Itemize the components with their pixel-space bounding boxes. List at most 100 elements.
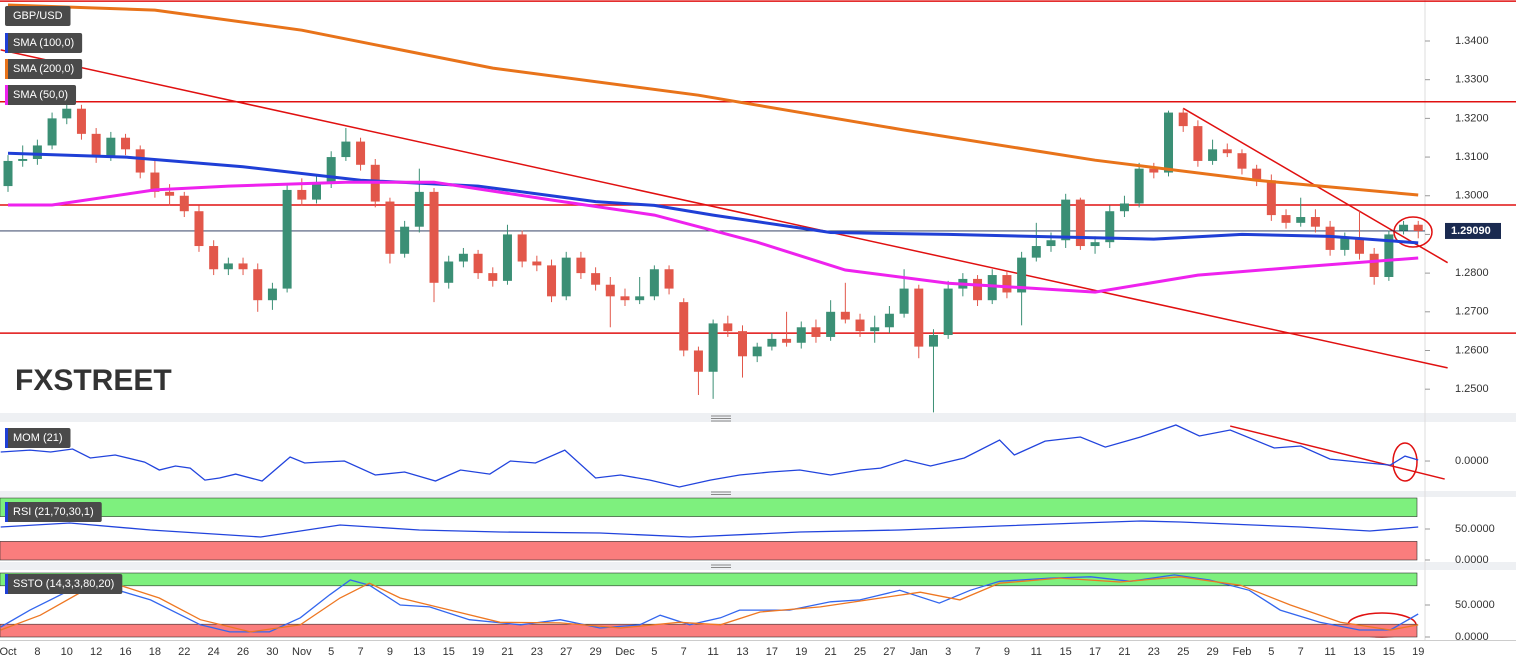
- sma-line: [8, 180, 1419, 294]
- x-tick-label: 18: [149, 646, 161, 658]
- candle-body: [238, 263, 248, 270]
- trendline: [1230, 425, 1445, 480]
- candle-body: [1031, 246, 1041, 258]
- candle-body: [91, 133, 101, 158]
- x-tick-label: 21: [501, 646, 513, 658]
- candle-body: [811, 327, 821, 337]
- candle-body: [135, 149, 145, 173]
- candle-body: [1193, 126, 1203, 161]
- legend-swatch: [5, 574, 8, 594]
- candle-body: [1119, 203, 1129, 212]
- x-tick-label: 15: [1383, 646, 1395, 658]
- indicator-line: [0, 576, 1419, 633]
- candle-body: [326, 157, 336, 183]
- legend-label: MOM (21): [13, 432, 63, 444]
- candle-body: [1208, 149, 1218, 161]
- x-tick-label: 25: [1177, 646, 1189, 658]
- candle-body: [1164, 112, 1174, 173]
- candle-body: [517, 234, 527, 262]
- x-tick-label: 22: [178, 646, 190, 658]
- y-tick-label: 1.3400: [1455, 35, 1489, 47]
- x-tick-label: 27: [560, 646, 572, 658]
- legend-swatch: [5, 33, 8, 53]
- candle-body: [311, 182, 321, 200]
- last-price-label: 1.29090: [1451, 225, 1491, 237]
- legend-swatch: [5, 428, 8, 448]
- legend-item: GBP/USD: [5, 6, 71, 26]
- y-tick-label: 1.3300: [1455, 74, 1489, 86]
- legend-box: [5, 428, 71, 448]
- candle-body: [1017, 257, 1027, 293]
- x-tick-label: 7: [974, 646, 980, 658]
- x-tick-label: Dec: [615, 646, 635, 658]
- candle-body: [884, 313, 894, 328]
- x-tick-label: 17: [1089, 646, 1101, 658]
- trendline: [0, 49, 1448, 369]
- candle-body: [635, 296, 645, 301]
- candle-body: [209, 246, 219, 270]
- candle-body: [840, 311, 850, 320]
- candle-body: [1369, 253, 1379, 277]
- candle-body: [267, 288, 277, 301]
- candle-body: [1061, 199, 1071, 241]
- candle-body: [1222, 149, 1232, 154]
- x-tick-label: 24: [208, 646, 220, 658]
- candle-body: [591, 273, 601, 285]
- legend-label: SMA (200,0): [13, 63, 74, 75]
- candle-body: [179, 195, 189, 212]
- candle-body: [1413, 224, 1423, 231]
- x-tick-label: 17: [766, 646, 778, 658]
- candle-body: [458, 253, 468, 262]
- x-tick-label: Oct: [0, 646, 17, 658]
- candle-body: [223, 263, 233, 270]
- x-tick-label: Jan: [910, 646, 928, 658]
- x-tick-label: 23: [531, 646, 543, 658]
- band: [0, 497, 1418, 517]
- candle-body: [1178, 112, 1188, 127]
- candle-body: [1399, 224, 1409, 231]
- x-tick-label: 27: [883, 646, 895, 658]
- legend-box: [5, 33, 83, 53]
- candle-body: [664, 269, 674, 289]
- candle-body: [1281, 215, 1291, 223]
- sma-line: [7, 3, 1419, 197]
- y-tick-label: 1.2600: [1455, 344, 1489, 356]
- candle-body: [32, 145, 42, 159]
- candle-body: [796, 327, 806, 343]
- candle-body: [1090, 242, 1100, 247]
- candle-body: [150, 172, 160, 192]
- candle-body: [1354, 238, 1364, 254]
- x-tick-label: 13: [1353, 646, 1365, 658]
- candle-body: [1384, 234, 1394, 277]
- candle-body: [693, 350, 703, 372]
- legend-swatch: [5, 502, 8, 522]
- x-tick-label: 11: [707, 646, 718, 658]
- candle-body: [385, 201, 395, 254]
- candle-body: [47, 118, 57, 146]
- candle-body: [341, 141, 351, 158]
- x-tick-label: 5: [1268, 646, 1274, 658]
- x-tick-label: 7: [1298, 646, 1304, 658]
- candle-body: [899, 288, 909, 314]
- x-tick-label: 5: [651, 646, 657, 658]
- x-tick-label: 19: [795, 646, 807, 658]
- x-tick-label: 10: [61, 646, 73, 658]
- candle-body: [973, 278, 983, 301]
- candle-body: [1237, 153, 1247, 169]
- x-tick-label: 19: [472, 646, 484, 658]
- y-tick-label: 1.2500: [1455, 383, 1489, 395]
- candle-body: [1266, 180, 1276, 216]
- candle-body: [1002, 275, 1012, 293]
- grip: [711, 415, 731, 568]
- x-tick-label: 23: [1148, 646, 1160, 658]
- y-tick-label: 1.3200: [1455, 112, 1489, 124]
- legend-label: GBP/USD: [13, 10, 63, 22]
- x-tick-label: 7: [681, 646, 687, 658]
- legend-item: SMA (200,0): [5, 59, 83, 79]
- x-tick-label: 15: [443, 646, 455, 658]
- candle-body: [400, 226, 410, 254]
- legend-box: [5, 574, 123, 594]
- sma-line: [7, 151, 1419, 245]
- y-tick-label: 0.0000: [1455, 554, 1489, 566]
